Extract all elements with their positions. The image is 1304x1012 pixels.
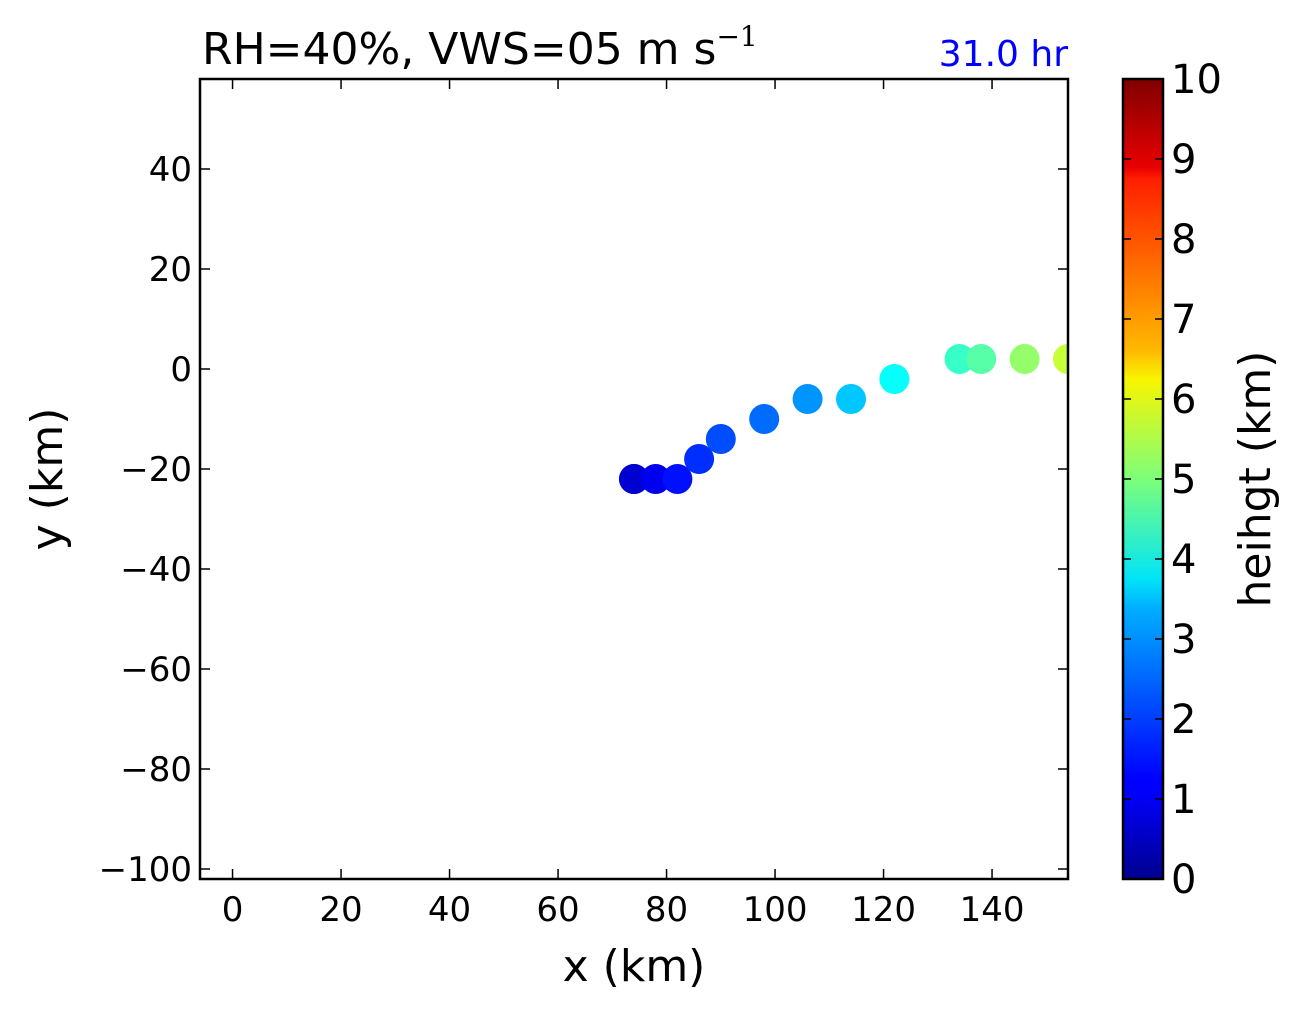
scatter-point <box>640 464 671 494</box>
x-tick-label: 100 <box>743 890 808 930</box>
y-axis-label: y (km) <box>22 408 73 551</box>
chart-title: RH=40%, VWS=05 m s−1 <box>202 20 758 75</box>
colorbar-tick-label: 3 <box>1171 617 1196 663</box>
scatter-point <box>619 464 649 494</box>
x-tick-label: 60 <box>536 890 579 930</box>
x-tick-label: 40 <box>428 890 471 930</box>
y-tick-label: 40 <box>149 150 192 190</box>
y-tick-label: −60 <box>120 650 192 690</box>
colorbar-tick-label: 8 <box>1171 217 1196 263</box>
colorbar-tick-label: 10 <box>1171 57 1222 103</box>
chart-title-text: RH=40%, VWS=05 m s <box>202 24 716 75</box>
colorbar-tick-label: 5 <box>1171 457 1196 503</box>
y-tick-label: 20 <box>149 250 192 290</box>
colorbar-tick-label: 6 <box>1171 377 1196 423</box>
time-label: 31.0 hr <box>939 34 1068 75</box>
scatter-point <box>1053 344 1068 374</box>
scatter-point <box>749 404 780 434</box>
y-tick-label: −80 <box>120 750 192 790</box>
colorbar-ticks: 0 1 2 3 4 5 6 7 8 9 10 <box>1123 57 1222 903</box>
colorbar-label: heihgt (km) <box>1230 351 1281 608</box>
y-tick-label: −100 <box>99 850 192 890</box>
colorbar-tick-label: 1 <box>1171 777 1196 823</box>
scatter-point <box>966 344 997 374</box>
colorbar-tick-label: 7 <box>1171 297 1196 343</box>
x-tick-label: 140 <box>960 890 1025 930</box>
scatter-point <box>684 444 715 474</box>
scatter-point <box>836 384 866 414</box>
scatter-point <box>1009 344 1040 374</box>
y-tick-label: −20 <box>120 450 192 490</box>
x-axis-label: x (km) <box>563 941 706 992</box>
x-tick-label: 80 <box>645 890 688 930</box>
scatter-point <box>879 364 910 394</box>
scatter-point <box>944 344 975 374</box>
tick-labels: 0 20 40 60 80 100 120 140 −100 −80 −60 −40 −20 0 20 40 <box>99 150 1025 930</box>
colorbar-tick-label: 0 <box>1171 857 1196 903</box>
x-tick-label: 0 <box>222 890 244 930</box>
y-tick-label: 0 <box>170 350 192 390</box>
axis-ticks <box>200 79 1068 879</box>
scatter-point <box>662 464 693 494</box>
scatter-markers <box>619 344 1068 494</box>
colorbar-tick-label: 9 <box>1171 137 1196 183</box>
x-tick-label: 120 <box>851 890 916 930</box>
plot-frame <box>198 77 1070 881</box>
colorbar-tick-label: 4 <box>1171 537 1196 583</box>
chart-title-exponent: −1 <box>716 20 757 53</box>
colorbar-tick-label: 2 <box>1171 697 1196 743</box>
x-tick-label: 20 <box>319 890 362 930</box>
scatter-point <box>792 384 823 414</box>
y-tick-label: −40 <box>120 550 192 590</box>
scatter-point <box>705 424 736 454</box>
